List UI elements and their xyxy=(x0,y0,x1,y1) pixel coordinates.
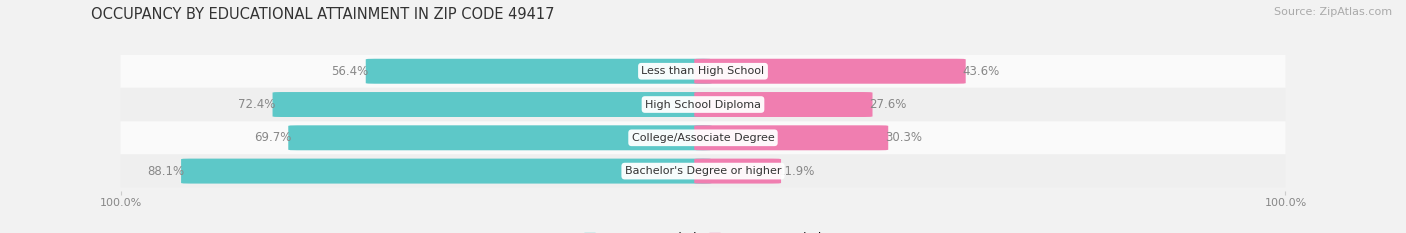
Text: 11.9%: 11.9% xyxy=(778,164,815,178)
FancyBboxPatch shape xyxy=(121,55,1285,88)
FancyBboxPatch shape xyxy=(121,121,1285,154)
Text: Bachelor's Degree or higher: Bachelor's Degree or higher xyxy=(624,166,782,176)
Text: 27.6%: 27.6% xyxy=(869,98,907,111)
FancyBboxPatch shape xyxy=(288,125,711,150)
FancyBboxPatch shape xyxy=(695,125,889,150)
Text: 72.4%: 72.4% xyxy=(238,98,276,111)
Legend: Owner-occupied, Renter-occupied: Owner-occupied, Renter-occupied xyxy=(579,228,827,233)
Text: 69.7%: 69.7% xyxy=(254,131,291,144)
FancyBboxPatch shape xyxy=(695,59,966,84)
Text: 30.3%: 30.3% xyxy=(886,131,922,144)
Text: 43.6%: 43.6% xyxy=(963,65,1000,78)
Text: 88.1%: 88.1% xyxy=(146,164,184,178)
FancyBboxPatch shape xyxy=(695,159,782,184)
FancyBboxPatch shape xyxy=(695,92,873,117)
FancyBboxPatch shape xyxy=(366,59,711,84)
FancyBboxPatch shape xyxy=(181,159,711,184)
FancyBboxPatch shape xyxy=(121,88,1285,121)
FancyBboxPatch shape xyxy=(121,155,1285,187)
Text: Source: ZipAtlas.com: Source: ZipAtlas.com xyxy=(1274,7,1392,17)
Text: Less than High School: Less than High School xyxy=(641,66,765,76)
FancyBboxPatch shape xyxy=(273,92,711,117)
Text: College/Associate Degree: College/Associate Degree xyxy=(631,133,775,143)
Text: High School Diploma: High School Diploma xyxy=(645,99,761,110)
Text: 56.4%: 56.4% xyxy=(332,65,368,78)
Text: OCCUPANCY BY EDUCATIONAL ATTAINMENT IN ZIP CODE 49417: OCCUPANCY BY EDUCATIONAL ATTAINMENT IN Z… xyxy=(91,7,555,22)
